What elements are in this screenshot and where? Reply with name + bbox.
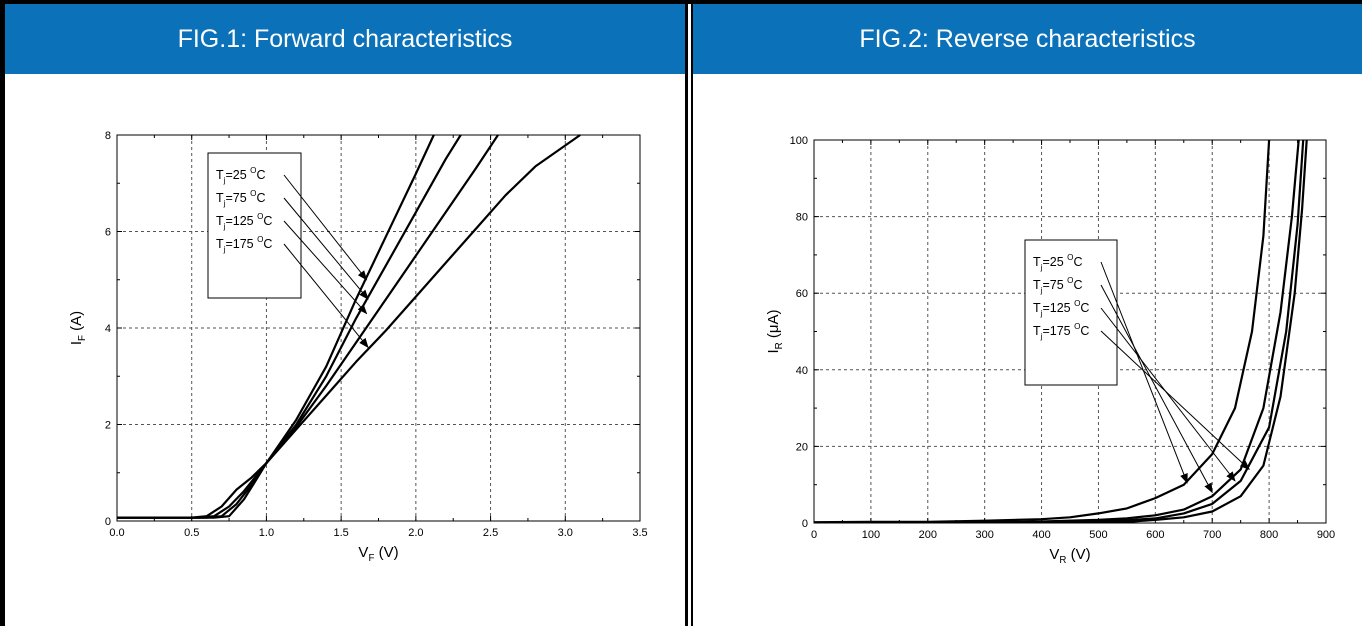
y-tick-label: 20 [796, 441, 808, 453]
y-axis-title: IR (μA) [765, 309, 785, 353]
legend-arrow [283, 197, 369, 300]
x-tick-label: 700 [1203, 529, 1221, 541]
x-axis-title: VR (V) [1049, 546, 1090, 566]
legend-arrow [283, 243, 369, 349]
legend-entry: Tj=25 OC [216, 166, 265, 185]
panel-title-forward: FIG.1: Forward characteristics [5, 4, 685, 74]
x-tick-label: 2.0 [408, 527, 423, 539]
x-tick-label: 100 [862, 529, 880, 541]
series-line [117, 134, 581, 519]
x-axis-title: VF (V) [358, 544, 398, 564]
legend-arrow [283, 220, 368, 315]
x-tick-label: 1.5 [333, 527, 348, 539]
y-tick-label: 0 [105, 516, 111, 528]
x-tick-label: 400 [1032, 529, 1050, 541]
chart-panel-reverse: FIG.2: Reverse characteristics 0 100 200 30… [691, 4, 1362, 626]
y-tick-label: 60 [796, 288, 808, 300]
legend-arrow [1100, 307, 1236, 482]
y-tick-label: 100 [790, 135, 808, 147]
series-line [814, 139, 1308, 523]
y-tick-label: 8 [105, 130, 111, 142]
legend-entry: Tj=125 OC [1033, 299, 1089, 318]
legend-entry: Tj=175 OC [216, 235, 272, 254]
reverse-chart: 0 100 200 300 400 500 600 700 800 900 0 20 40 60 80 100… [765, 135, 1335, 566]
y-tick-label: 4 [105, 323, 111, 335]
series-line [117, 134, 499, 519]
y-tick-label: 40 [796, 365, 808, 377]
x-tick-label: 2.5 [483, 527, 498, 539]
x-tick-label: 3.0 [558, 527, 573, 539]
x-tick-label: 1.0 [259, 527, 274, 539]
y-tick-label: 80 [796, 212, 808, 224]
x-tick-label: 600 [1146, 529, 1164, 541]
legend-arrow [1100, 284, 1213, 494]
x-tick-label: 300 [975, 529, 993, 541]
x-tick-label: 0 [811, 529, 817, 541]
x-tick-label: 500 [1089, 529, 1107, 541]
legend-entry: Tj=75 OC [1033, 276, 1082, 295]
legend-arrow [1100, 261, 1188, 484]
y-tick-label: 0 [802, 518, 808, 530]
x-tick-label: 0.0 [109, 527, 124, 539]
legend-entry: Tj=125 OC [216, 212, 272, 231]
y-axis-title: IF (A) [68, 311, 88, 345]
chart-panel-forward: FIG.1: Forward characteristics 0.0 0.5 1.0… [5, 4, 688, 626]
x-tick-label: 200 [919, 529, 937, 541]
x-tick-label: 800 [1260, 529, 1278, 541]
legend-entry: Tj=75 OC [216, 189, 265, 208]
legend-entry: Tj=175 OC [1033, 322, 1089, 341]
x-tick-label: 900 [1317, 529, 1335, 541]
x-tick-label: 3.5 [632, 527, 647, 539]
legend-arrow [1100, 330, 1250, 471]
x-tick-label: 0.5 [184, 527, 199, 539]
forward-chart: 0.0 0.5 1.0 1.5 2.0 2.5 3.0 3.5 0 2 4 6 8 VF (V) IF (A… [68, 130, 648, 564]
y-tick-label: 6 [105, 227, 111, 239]
legend-arrow [283, 174, 368, 281]
y-tick-label: 2 [105, 420, 111, 432]
legend-entry: Tj=25 OC [1033, 253, 1082, 272]
panel-title-reverse: FIG.2: Reverse characteristics [693, 4, 1362, 74]
